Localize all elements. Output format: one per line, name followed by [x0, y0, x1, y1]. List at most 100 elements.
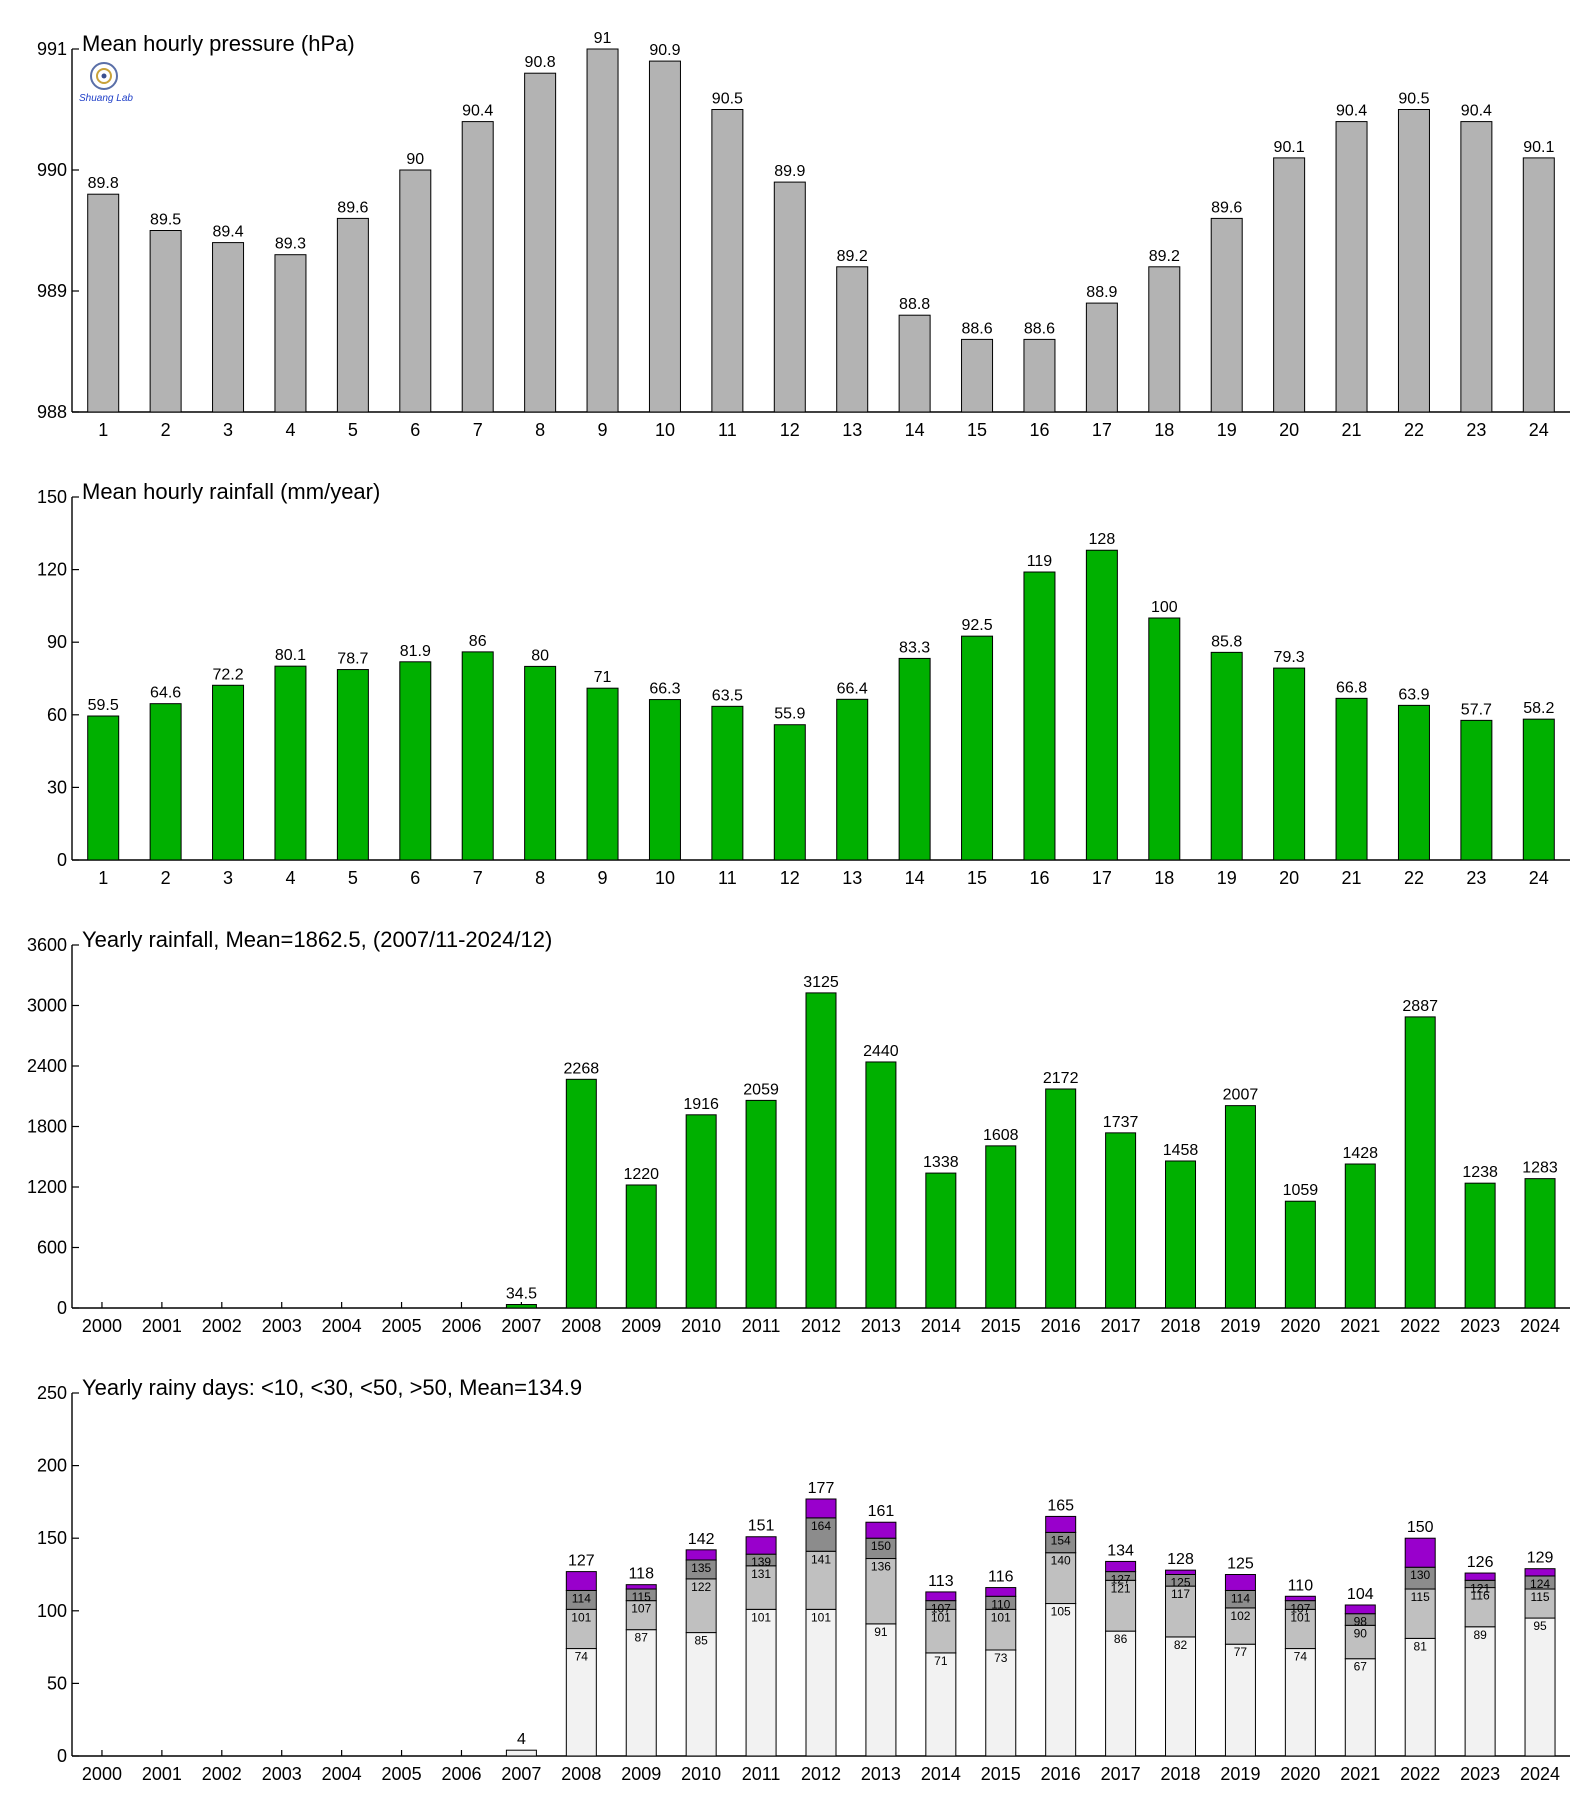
rainy-days-total-label: 161 [868, 1503, 895, 1520]
pressure-value-label: 89.6 [337, 199, 368, 216]
rainy-days-seg-lt10 [1224, 1643, 1256, 1757]
yearly-rain-x-tick-label: 2024 [1520, 1316, 1560, 1336]
rainy-days-x-tick-label: 2024 [1520, 1764, 1560, 1784]
pressure-value-label: 90.5 [1398, 91, 1429, 108]
hourly-rain-bar [1085, 549, 1118, 861]
rainy-days-seg-label: 101 [571, 1610, 591, 1624]
yearly-rain-x-tick-label: 2011 [742, 1316, 781, 1336]
pressure-bar [336, 217, 369, 413]
hourly-rain-x-tick-label: 9 [598, 868, 608, 888]
rainy-days-title: Yearly rainy days: <10, <30, <50, >50, M… [82, 1375, 582, 1400]
yearly-rain-chart: Yearly rainfall, Mean=1862.5, (2007/11-2… [27, 927, 1570, 1336]
hourly-rain-bar [524, 665, 557, 861]
rainy-days-seg-label: 82 [1174, 1638, 1188, 1652]
hourly-rain-bar [336, 669, 369, 861]
pressure-x-tick-label: 16 [1029, 420, 1049, 440]
rainy-days-y-tick-label: 250 [37, 1383, 67, 1403]
rainy-days-total-label: 150 [1407, 1519, 1434, 1536]
rainy-days-seg-label: 74 [575, 1650, 589, 1664]
pressure-x-tick-label: 5 [348, 420, 358, 440]
rainy-days-x-tick-label: 2019 [1220, 1764, 1260, 1784]
pressure-x-tick-label: 2 [161, 420, 171, 440]
rainy-days-seg-lt10 [1284, 1648, 1316, 1757]
pressure-y-tick-label: 989 [37, 281, 67, 301]
rainy-days-seg-label: 115 [1411, 1590, 1430, 1604]
rainy-days-x-tick-label: 2001 [142, 1764, 182, 1784]
rainy-days-seg-lt10 [1344, 1658, 1376, 1757]
rainy-days-total-label: 116 [988, 1569, 1014, 1586]
pressure-bar [149, 230, 182, 413]
rainy-days-x-tick-label: 2008 [561, 1764, 601, 1784]
rainy-days-seg-label: 154 [1051, 1533, 1071, 1547]
hourly-rain-value-label: 119 [1027, 553, 1053, 570]
rainy-days-seg-lt30 [745, 1565, 777, 1610]
rainy-days-x-tick-label: 2004 [322, 1764, 362, 1784]
hourly-rain-bar [461, 651, 494, 861]
rainy-days-x-tick-label: 2020 [1280, 1764, 1320, 1784]
hourly-rain-x-tick-label: 21 [1342, 868, 1362, 888]
rainy-days-seg-label: 74 [1294, 1650, 1308, 1664]
rainy-days-total-label: 151 [748, 1518, 775, 1535]
rainy-days-seg-label: 121 [1111, 1581, 1131, 1595]
yearly-rain-x-tick-label: 2013 [861, 1316, 901, 1336]
hourly-rain-x-tick-label: 19 [1217, 868, 1237, 888]
yearly-rain-value-label: 1428 [1342, 1145, 1378, 1162]
yearly-rain-bar [685, 1114, 717, 1309]
rainy-days-total-label: 128 [1167, 1551, 1194, 1568]
hourly-rain-y-tick-label: 120 [37, 560, 67, 580]
hourly-rain-x-tick-label: 8 [535, 868, 545, 888]
pressure-bar [711, 109, 744, 413]
yearly-rain-bar [1464, 1182, 1496, 1309]
logo-text: Shuang Lab [79, 93, 133, 104]
pressure-value-label: 89.2 [1149, 248, 1180, 265]
hourly-rain-value-label: 92.5 [961, 617, 992, 634]
yearly-rain-bar [1045, 1088, 1077, 1309]
yearly-rain-y-tick-label: 3600 [27, 935, 67, 955]
station-seal-logo-icon: Shuang Lab [79, 62, 133, 104]
rainy-days-seg-label: 101 [751, 1610, 771, 1624]
pressure-value-label: 88.6 [961, 320, 992, 337]
rainy-days-seg-label: 101 [1290, 1610, 1310, 1624]
rainy-days-total-label: 134 [1107, 1542, 1134, 1559]
rainy-days-seg-label: 122 [691, 1580, 711, 1594]
rainy-days-seg-total [805, 1498, 837, 1519]
rainy-days-x-tick-label: 2002 [202, 1764, 242, 1784]
pressure-value-label: 90.1 [1274, 139, 1305, 156]
pressure-x-tick-label: 14 [905, 420, 925, 440]
yearly-rain-x-tick-label: 2012 [801, 1316, 841, 1336]
pressure-value-label: 91 [594, 30, 612, 47]
yearly-rain-x-tick-label: 2004 [322, 1316, 362, 1336]
pressure-value-label: 90.4 [1461, 103, 1492, 120]
yearly-rain-x-tick-label: 2018 [1160, 1316, 1200, 1336]
pressure-bar [212, 242, 245, 413]
hourly-rain-value-label: 59.5 [88, 697, 119, 714]
rainy-days-seg-lt10 [1404, 1637, 1436, 1757]
rainy-days-seg-lt10 [1105, 1630, 1137, 1757]
hourly-rain-value-label: 80.1 [275, 647, 306, 664]
hourly-rain-bar [399, 661, 432, 861]
rainy-days-seg-total [1224, 1574, 1256, 1591]
rainy-days-seg-lt10 [925, 1652, 957, 1757]
rainy-days-seg-total [1524, 1568, 1556, 1577]
yearly-rain-bar [1105, 1132, 1137, 1309]
hourly-rain-y-tick-label: 150 [37, 487, 67, 507]
hourly-rain-bar [1273, 667, 1306, 861]
rainy-days-seg-label: 136 [871, 1560, 891, 1574]
pressure-value-label: 89.8 [88, 175, 119, 192]
rainy-days-seg-lt10 [1045, 1603, 1077, 1757]
rainy-days-x-tick-label: 2011 [742, 1764, 781, 1784]
rainy-days-seg-lt10 [1464, 1626, 1496, 1757]
rainy-days-seg-label: 85 [694, 1634, 708, 1648]
pressure-value-label: 90.8 [525, 54, 556, 71]
rainy-days-seg-lt10 [805, 1608, 837, 1757]
pressure-x-tick-label: 15 [967, 420, 987, 440]
rainy-days-x-tick-label: 2022 [1400, 1764, 1440, 1784]
rainy-days-seg-label: 135 [691, 1561, 711, 1575]
rainy-days-x-tick-label: 2023 [1460, 1764, 1500, 1784]
hourly-rain-bar [773, 724, 806, 861]
yearly-rain-y-tick-label: 1200 [27, 1177, 67, 1197]
hourly-rain-value-label: 85.8 [1211, 633, 1242, 650]
yearly-rain-bar [805, 992, 837, 1309]
hourly-rain-x-tick-label: 2 [161, 868, 171, 888]
yearly-rain-value-label: 2172 [1043, 1070, 1079, 1087]
